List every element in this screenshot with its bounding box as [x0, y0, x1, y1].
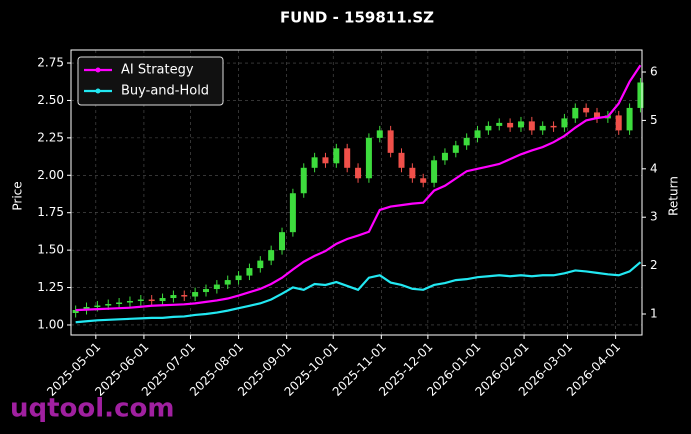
candle-body: [235, 275, 242, 281]
candle-body: [452, 145, 459, 153]
candle-body: [126, 301, 133, 303]
candle-body: [137, 299, 144, 302]
candle-body: [279, 232, 286, 251]
legend-box: [77, 56, 224, 106]
candle-body: [148, 299, 155, 302]
y2-tick-label: 2: [650, 258, 658, 272]
candle-body: [94, 305, 101, 308]
watermark: uqtool.com: [10, 394, 174, 424]
candle-body: [213, 284, 220, 290]
candle-body: [496, 122, 503, 126]
legend-marker: [95, 88, 101, 94]
legend-label: AI Strategy: [121, 63, 194, 78]
y-tick-label: 2.50: [37, 93, 64, 107]
candle-body: [474, 130, 481, 138]
y-tick-label: 1.50: [37, 243, 64, 257]
y-tick-label: 1.75: [37, 205, 64, 219]
y-tick-label: 1.25: [37, 280, 64, 294]
candle-body: [202, 289, 209, 293]
candle-body: [344, 148, 351, 168]
chart-title: FUND - 159811.SZ: [280, 9, 434, 27]
candle-body: [72, 310, 79, 313]
plot-frame: [70, 49, 643, 336]
candle-body: [105, 304, 112, 306]
legend-marker: [95, 67, 101, 73]
legend-label: Buy-and-Hold: [121, 84, 209, 99]
candle-body: [561, 118, 568, 128]
candle-body: [300, 167, 307, 194]
candle-body: [637, 82, 644, 108]
candle-body: [83, 307, 90, 311]
candle-body: [615, 115, 622, 131]
candle-body: [583, 107, 590, 113]
candle-body: [170, 295, 177, 299]
candle-body: [528, 121, 535, 131]
candle-body: [257, 260, 264, 269]
y-axis-label: Price: [11, 181, 25, 210]
series-line: [75, 64, 642, 312]
series-line: [75, 261, 642, 324]
candle-body: [387, 130, 394, 153]
y2-tick-label: 5: [650, 113, 658, 127]
candle-body: [441, 152, 448, 161]
candle-body: [572, 107, 579, 119]
y2-tick-label: 6: [650, 65, 658, 79]
y2-axis-label: Return: [667, 176, 681, 216]
candle-body: [463, 137, 470, 146]
candle-body: [365, 137, 372, 179]
candle-body: [539, 125, 546, 131]
candle-body: [594, 112, 601, 119]
candle-body: [485, 125, 492, 131]
candle-body: [159, 298, 166, 302]
y-tick-label: 2.75: [37, 56, 64, 70]
y2-tick-label: 3: [650, 210, 658, 224]
legend: AI Strategy Buy-and-Hold: [77, 56, 224, 106]
candle-body: [192, 292, 199, 297]
y2-tick-label: 4: [650, 161, 658, 175]
candle-body: [409, 167, 416, 179]
y-tick-label: 2.25: [37, 130, 64, 144]
candle-body: [355, 167, 362, 179]
candle-body: [116, 302, 123, 305]
candle-body: [333, 148, 340, 164]
y-tick-label: 1.00: [37, 317, 64, 331]
candle-body: [246, 268, 253, 276]
candle-body: [289, 193, 296, 233]
candle-body: [431, 160, 438, 183]
candle-body: [626, 107, 633, 131]
candle-body: [420, 178, 427, 183]
candle-body: [517, 121, 524, 128]
candle-body: [376, 130, 383, 138]
candle-body: [322, 157, 329, 164]
candle-body: [398, 152, 405, 168]
candle-body: [268, 250, 275, 261]
candle-body: [550, 125, 557, 128]
y2-tick-label: 1: [650, 306, 658, 320]
candle-body: [507, 122, 514, 128]
candle-body: [311, 157, 318, 168]
y-tick-label: 2.00: [37, 168, 64, 182]
candle-body: [181, 295, 188, 297]
candle-body: [224, 280, 231, 285]
